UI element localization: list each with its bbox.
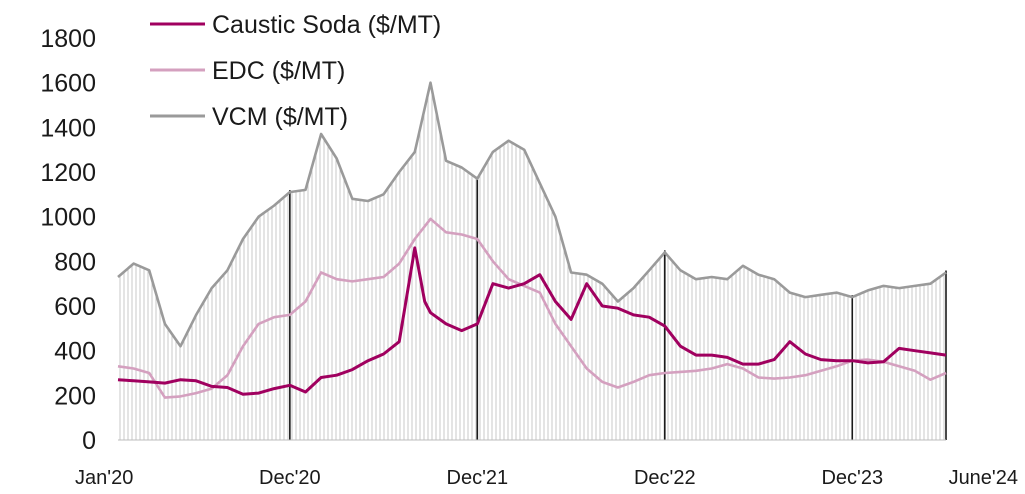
y-tick-label: 200 [54, 382, 96, 410]
y-tick-label: 1200 [40, 159, 96, 187]
y-tick-label: 0 [82, 427, 96, 455]
x-tick-label: Dec'20 [259, 467, 321, 489]
series-lines [117, 81, 947, 399]
x-axis-tick-labels: Jan'20 Dec'20 Dec'21 Dec'22 Dec'23 June'24 [75, 467, 1018, 489]
x-tick-label: June'24 [949, 467, 1018, 489]
y-tick-label: 400 [54, 338, 96, 366]
legend-label-edc: EDC ($/MT) [212, 57, 345, 85]
legend-label-caustic-soda: Caustic Soda ($/MT) [212, 11, 441, 39]
y-tick-label: 1800 [40, 25, 96, 53]
x-tick-label: Dec'23 [821, 467, 883, 489]
edc-line [117, 217, 947, 399]
y-tick-label: 1000 [40, 204, 96, 232]
y-tick-label: 600 [54, 293, 96, 321]
legend-label-vcm: VCM ($/MT) [212, 103, 348, 131]
x-tick-label: Dec'22 [634, 467, 696, 489]
vcm-hatch-fill [119, 90, 945, 440]
x-tick-label: Jan'20 [75, 467, 133, 489]
x-tick-label: Dec'21 [447, 467, 509, 489]
y-tick-label: 1600 [40, 70, 96, 98]
y-tick-label: 1400 [40, 114, 96, 142]
vcm-line [117, 81, 947, 348]
legend: Caustic Soda ($/MT) EDC ($/MT) VCM ($/MT… [150, 11, 441, 131]
y-axis-tick-labels: 0 200 400 600 800 1000 1200 1400 1600 1800 [40, 25, 96, 455]
caustic-soda-line [117, 246, 947, 396]
year-end-markers [289, 176, 947, 440]
y-tick-label: 800 [54, 248, 96, 276]
